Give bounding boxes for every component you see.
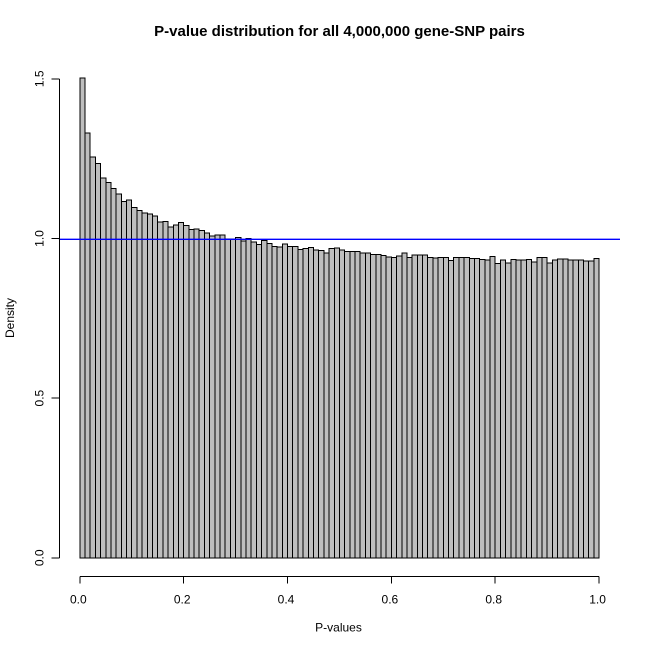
svg-text:1.0: 1.0 bbox=[32, 230, 46, 247]
svg-text:0.5: 0.5 bbox=[32, 389, 46, 406]
svg-text:Density: Density bbox=[3, 298, 17, 338]
svg-text:0.0: 0.0 bbox=[70, 592, 87, 606]
svg-text:0.4: 0.4 bbox=[278, 592, 295, 606]
svg-text:1.0: 1.0 bbox=[589, 592, 606, 606]
svg-text:P-values: P-values bbox=[315, 620, 362, 634]
svg-text:0.2: 0.2 bbox=[174, 592, 191, 606]
svg-text:1.5: 1.5 bbox=[32, 70, 46, 87]
svg-text:P-value distribution for all 4: P-value distribution for all 4,000,000 g… bbox=[154, 23, 525, 40]
svg-text:0.6: 0.6 bbox=[382, 592, 399, 606]
svg-text:0.0: 0.0 bbox=[32, 549, 46, 566]
svg-text:0.8: 0.8 bbox=[485, 592, 502, 606]
